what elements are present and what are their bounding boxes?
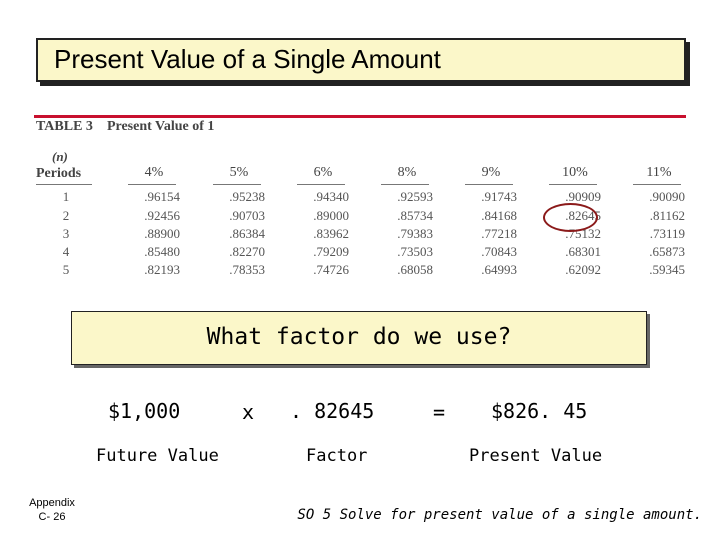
table-cell: .92456 [144, 208, 180, 223]
equals-operator: = [433, 400, 446, 424]
period-cell: 1 [62, 189, 70, 204]
page-number: C- 26 [38, 511, 66, 523]
times-operator: x [242, 400, 255, 424]
slide-title: Present Value of a Single Amount [54, 44, 441, 74]
factor-label: Factor [306, 446, 368, 466]
table-cell: .73119 [649, 226, 685, 241]
table-cell: .77218 [481, 226, 517, 241]
present-value-table: TABLE 3 Present Value of 1 (n) Periods 4%… [34, 115, 686, 285]
present-value-amount: $826. 45 [491, 399, 588, 423]
future-value-amount: $1,000 [108, 399, 181, 423]
table-cell: .90909 [565, 189, 601, 204]
column-header: 6% [313, 165, 333, 180]
table-cell: .79383 [397, 226, 433, 241]
table-cell: .82193 [144, 262, 180, 277]
table-cell: .96154 [144, 189, 180, 204]
table-cell: .85480 [144, 244, 180, 259]
table-cell: .84168 [481, 208, 517, 223]
table-cell: .92593 [397, 189, 433, 204]
period-cell: 4 [62, 244, 70, 259]
periods-label: Periods [36, 166, 82, 181]
table-cell: .59345 [649, 262, 685, 277]
table-cell: .68301 [565, 244, 601, 259]
table-cell: .85734 [397, 208, 433, 223]
table-cell: .73503 [397, 244, 433, 259]
factor-value: . 82645 [290, 399, 375, 423]
table-cell: .95238 [229, 189, 265, 204]
n-label: (n) [52, 149, 68, 164]
column-header: 4% [144, 165, 164, 180]
table-cell: .79209 [313, 244, 349, 259]
table-cell: .83962 [313, 226, 349, 241]
column-header: 8% [397, 165, 417, 180]
table-title: Present Value of 1 [106, 119, 215, 134]
column-header: 9% [481, 165, 501, 180]
table-cell: .89000 [313, 208, 349, 223]
highlight-oval [543, 203, 598, 232]
table-cell: .90703 [229, 208, 265, 223]
future-value-label: Future Value [96, 446, 219, 466]
table-cell: .81162 [649, 208, 685, 223]
column-header-rule [297, 184, 345, 185]
column-header-rule [381, 184, 429, 185]
period-cell: 5 [62, 262, 70, 277]
table-cell: .90090 [649, 189, 685, 204]
table-cell: .65873 [649, 244, 685, 259]
appendix-label: Appendix [29, 497, 75, 509]
question-text: What factor do we use? [206, 324, 512, 350]
column-header-rule [465, 184, 513, 185]
table-cell: .82270 [229, 244, 265, 259]
column-header-rule [633, 184, 681, 185]
table-cell: .78353 [229, 262, 265, 277]
periods-header-rule [36, 184, 92, 185]
column-header-rule [213, 184, 261, 185]
table-cell: .62092 [565, 262, 601, 277]
table-cell: .91743 [481, 189, 517, 204]
table-cell: .68058 [397, 262, 433, 277]
table-cell: .88900 [144, 226, 180, 241]
present-value-label: Present Value [469, 446, 603, 466]
study-objective: SO 5 Solve for present value of a single… [297, 507, 702, 523]
table-label: TABLE 3 [36, 119, 93, 134]
table-cell: .70843 [481, 244, 517, 259]
column-header: 10% [562, 165, 588, 180]
period-cell: 2 [62, 208, 70, 223]
table-cell: .86384 [229, 226, 265, 241]
slide-title-box: Present Value of a Single Amount [36, 38, 686, 82]
table-top-rule [34, 115, 686, 118]
table-cell: .74726 [313, 262, 349, 277]
column-header: 11% [646, 165, 672, 180]
table-cell: .64993 [481, 262, 517, 277]
column-header-rule [128, 184, 176, 185]
column-header: 5% [229, 165, 249, 180]
appendix-reference: Appendix C- 26 [20, 496, 84, 524]
table-cell: .94340 [313, 189, 349, 204]
period-cell: 3 [62, 226, 70, 241]
table-caption: TABLE 3 Present Value of 1 [36, 119, 214, 135]
column-header-rule [549, 184, 597, 185]
question-box: What factor do we use? [71, 311, 647, 365]
